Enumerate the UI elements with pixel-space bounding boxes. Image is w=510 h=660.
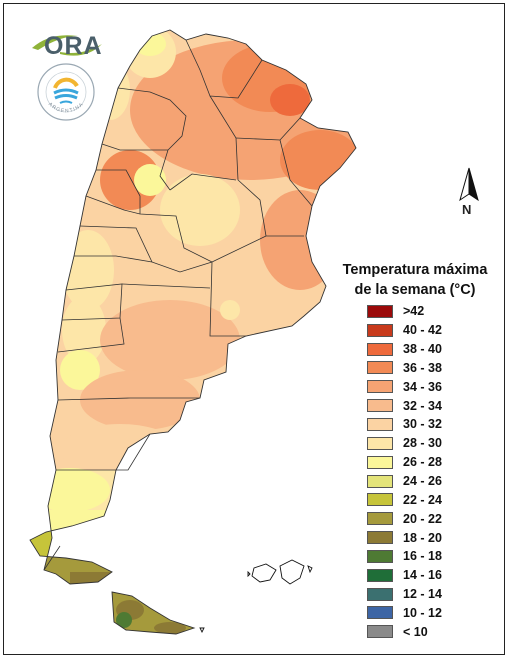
legend-item: 38 - 40 — [367, 340, 487, 359]
legend-item: 14 - 16 — [367, 566, 487, 585]
legend-item: >42 — [367, 302, 487, 321]
weather-service-seal: ARGENTINA — [36, 62, 96, 122]
legend-label: 26 - 28 — [403, 455, 442, 470]
legend-item: 12 - 14 — [367, 585, 487, 604]
legend-label: 10 - 12 — [403, 605, 442, 620]
legend-label: >42 — [403, 304, 425, 319]
mainland-outline — [29, 29, 357, 585]
ora-logo-text: ORA — [44, 32, 103, 60]
legend-item: 10 - 12 — [367, 604, 487, 623]
legend-item: 36 - 38 — [367, 359, 487, 378]
legend-title-line2: de la semana (°C) — [354, 282, 476, 298]
legend-swatch — [367, 587, 393, 601]
ora-swoosh-icon — [32, 35, 102, 56]
legend-swatch — [367, 455, 393, 469]
legend-item: 18 - 20 — [367, 528, 487, 547]
weather-service-seal-icon — [37, 63, 95, 121]
legend-label: 18 - 20 — [403, 530, 442, 545]
legend-swatch — [367, 625, 393, 639]
legend-swatch — [367, 568, 393, 582]
legend-label: 34 - 36 — [403, 379, 442, 394]
legend-label: 28 - 30 — [403, 436, 442, 451]
legend-item: 20 - 22 — [367, 509, 487, 528]
legend-swatch — [367, 304, 393, 318]
temperature-legend: >42 40 - 42 38 - 40 36 - 38 34 - 36 32 - 34 30… — [367, 302, 487, 641]
legend-label: 30 - 32 — [403, 417, 442, 432]
tierra-del-fuego-outline — [111, 591, 196, 635]
legend-swatch — [367, 512, 393, 526]
legend-swatch — [367, 436, 393, 450]
legend-swatch — [367, 531, 393, 545]
legend-item: 32 - 34 — [367, 396, 487, 415]
legend-label: 40 - 42 — [403, 323, 442, 338]
legend-title-line1: Temperatura máxima — [342, 262, 488, 278]
legend-swatch — [367, 380, 393, 394]
ora-logo: ORA — [30, 26, 104, 60]
legend-label: 14 - 16 — [403, 568, 442, 583]
legend-swatch — [367, 361, 393, 375]
legend-item: 22 - 24 — [367, 490, 487, 509]
legend-swatch — [367, 493, 393, 507]
legend-item: 30 - 32 — [367, 415, 487, 434]
legend-swatch — [367, 323, 393, 337]
north-arrow-label: N — [462, 202, 472, 217]
legend-label: 24 - 26 — [403, 474, 442, 489]
province-borders — [43, 39, 313, 571]
legend-label: 20 - 22 — [403, 511, 442, 526]
legend-label: 12 - 14 — [403, 587, 442, 602]
legend-swatch — [367, 606, 393, 620]
legend-label: 22 - 24 — [403, 492, 442, 507]
legend-title: Temperatura máxima de la semana (°C) — [330, 260, 500, 300]
legend-swatch — [367, 342, 393, 356]
legend-label: 38 - 40 — [403, 342, 442, 357]
legend-label: 36 - 38 — [403, 360, 442, 375]
legend-swatch — [367, 399, 393, 413]
legend-item: 40 - 42 — [367, 321, 487, 340]
legend-label: < 10 — [403, 624, 428, 639]
legend-item: 26 - 28 — [367, 453, 487, 472]
legend-swatch — [367, 474, 393, 488]
islands-outline — [199, 559, 313, 634]
north-arrow-icon — [459, 167, 479, 202]
legend-label: 32 - 34 — [403, 398, 442, 413]
legend-item: 16 - 18 — [367, 547, 487, 566]
legend-swatch — [367, 549, 393, 563]
legend-item: 24 - 26 — [367, 472, 487, 491]
legend-item: 28 - 30 — [367, 434, 487, 453]
legend-item: < 10 — [367, 622, 487, 641]
legend-item: 34 - 36 — [367, 377, 487, 396]
legend-label: 16 - 18 — [403, 549, 442, 564]
legend-swatch — [367, 417, 393, 431]
